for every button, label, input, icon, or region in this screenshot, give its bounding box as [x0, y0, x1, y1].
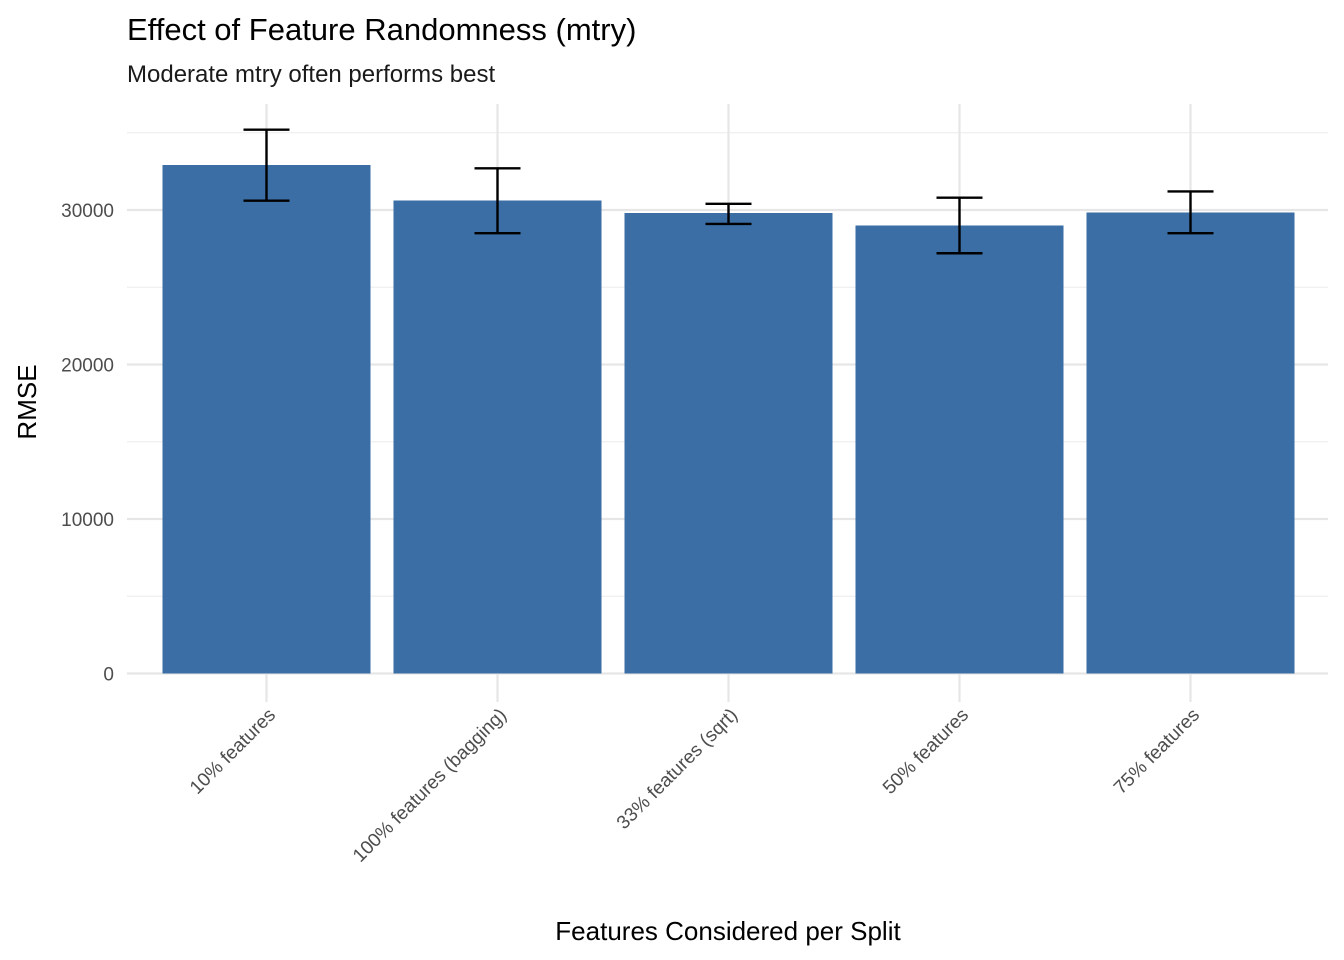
bar — [162, 165, 371, 674]
x-axis-ticks: 10% features 100% features (bagging) 33% f… — [186, 705, 1204, 867]
x-tick-label: 100% features (bagging) — [349, 705, 511, 867]
x-tick-label: 10% features — [186, 705, 280, 799]
error-bar — [705, 202, 752, 226]
y-tick-label: 20000 — [61, 356, 114, 377]
chart-title: Effect of Feature Randomness (mtry) — [127, 12, 636, 47]
bars — [162, 165, 1295, 674]
y-axis-ticks: 0 10000 20000 30000 — [61, 201, 114, 686]
bar — [393, 200, 602, 674]
x-tick-label: 33% features (sqrt) — [613, 705, 742, 834]
error-bar — [1167, 190, 1214, 235]
y-tick-label: 30000 — [61, 201, 114, 222]
y-axis-title: RMSE — [12, 364, 42, 439]
error-bar — [474, 167, 521, 235]
error-bars — [243, 128, 1214, 255]
y-tick-label: 10000 — [61, 510, 114, 531]
x-tick-label: 75% features — [1110, 705, 1204, 799]
y-tick-label: 0 — [103, 665, 114, 686]
chart-subtitle: Moderate mtry often performs best — [127, 61, 495, 88]
error-bar — [936, 196, 983, 255]
bar — [624, 213, 833, 674]
x-tick-label: 50% features — [879, 705, 973, 799]
bar — [1086, 212, 1295, 674]
bar — [855, 225, 1064, 674]
error-bar — [243, 128, 290, 202]
x-axis-title: Features Considered per Split — [555, 916, 901, 946]
